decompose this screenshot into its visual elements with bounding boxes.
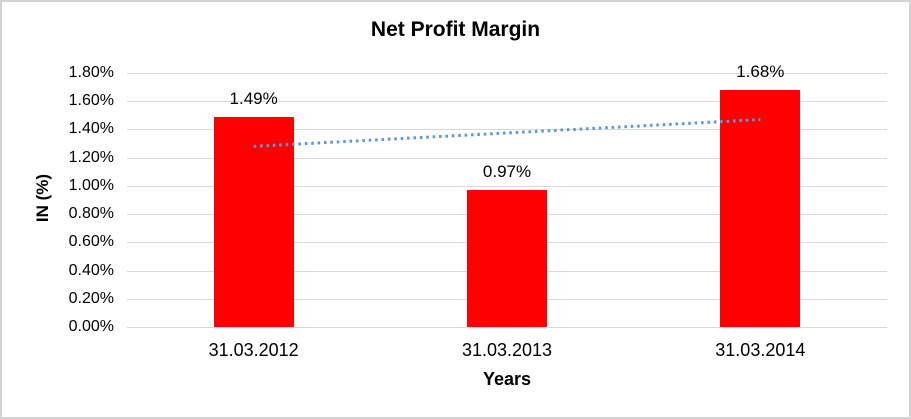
x-axis-tick-labels: 31.03.2012 31.03.2013 31.03.2014 (127, 340, 887, 362)
plot-area: 1.49% 0.97% 1.68% (127, 62, 887, 328)
y-tick-label: 0.00% (68, 318, 114, 335)
y-tick-label: 0.60% (68, 233, 114, 251)
trendline-segment (253, 118, 761, 148)
y-tick-label: 0.20% (68, 289, 114, 307)
y-axis-tick-labels: 1.80% 1.60% 1.40% 1.20% 1.00% 0.80% 0.60% 0.40%… (2, 65, 114, 335)
gridline (127, 101, 887, 103)
x-tick-label: 31.03.2014 (715, 340, 806, 360)
trendline (253, 118, 761, 148)
bar (213, 116, 294, 327)
gridline (127, 157, 887, 159)
bar-value-label: 1.49% (229, 88, 278, 108)
gridline (127, 129, 887, 131)
x-tick-label: 31.03.2013 (461, 340, 553, 360)
y-tick-label: 1.00% (68, 176, 114, 194)
y-tick-label: 0.80% (68, 205, 114, 223)
x-tick-label: 31.03.2012 (208, 340, 299, 360)
gridline (127, 185, 887, 187)
bar-value-label: 1.68% (736, 61, 785, 81)
y-tick-label: 1.40% (68, 120, 114, 138)
x-axis-title: Years (482, 369, 532, 389)
chart-title: Net Profit Margin (370, 18, 541, 41)
y-tick-label: 1.20% (68, 148, 114, 166)
y-tick-label: 1.80% (68, 64, 114, 81)
bar (467, 190, 547, 327)
bar (720, 89, 801, 327)
y-tick-label: 0.40% (68, 261, 114, 279)
bar-value-label: 0.97% (482, 162, 532, 182)
gridline (127, 327, 887, 328)
y-tick-label: 1.60% (68, 92, 114, 110)
gridline (127, 73, 887, 74)
